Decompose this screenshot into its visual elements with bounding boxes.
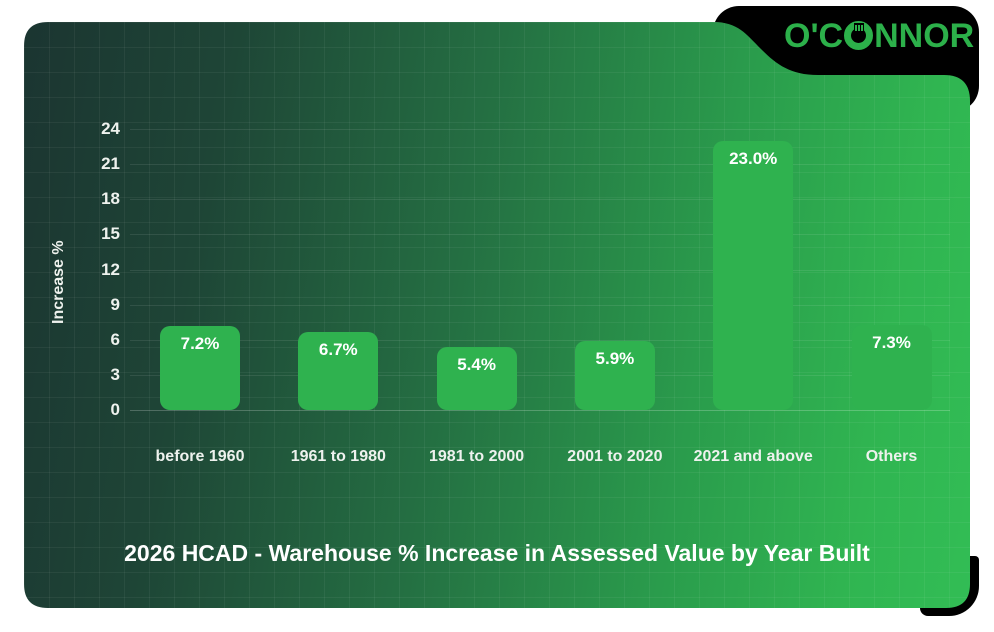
y-tick-label: 18 [101,189,120,209]
y-tick-label: 15 [101,224,120,244]
bar-3: 5.4% [437,347,517,410]
y-tick-label: 6 [110,329,120,349]
y-gridline [130,340,950,341]
bar-column: 7.3% [852,129,932,410]
y-gridline [130,305,950,306]
bar-value-label: 5.9% [595,348,635,368]
plot-area: 7.2% 6.7% 5.4% 5.9% 23.0% 7.3% [130,129,950,410]
bar-value-label: 23.0% [729,148,778,168]
bar-value-label: 7.3% [872,332,911,352]
bar-2: 6.7% [298,332,378,410]
y-gridline [130,234,950,235]
y-gridline [130,375,950,376]
x-tick-label: 2001 to 2020 [567,448,663,465]
bar-5: 23.0% [713,141,793,410]
bar-1: 7.2% [160,326,240,410]
bar-value-label: 5.4% [457,354,496,374]
x-tick-label: Others [865,448,918,465]
y-tick-label: 12 [101,259,120,279]
x-tick-label: 1961 to 1980 [290,448,386,465]
y-tick-label: 24 [101,119,120,138]
bar-4: 5.9% [575,341,655,410]
y-tick-label: 3 [110,364,120,384]
x-axis-labels: before 1960 1961 to 1980 1981 to 2000 2001 … [130,446,950,468]
y-gridline [130,129,950,130]
y-gridline [130,199,950,200]
x-tick-label: before 1960 [155,448,245,465]
chart-title: 2026 HCAD - Warehouse % Increase in Asse… [124,540,870,566]
bar-column: 5.9% [575,129,655,410]
bar-column: 23.0% [713,129,793,410]
chart-card: Increase % 7.2% 6.7% 5.4% 5.9% 23.0% 7.3% bef… [24,22,970,608]
y-tick-label: 21 [101,154,120,174]
x-tick-label: 2021 and above [693,448,813,465]
bar-6: 7.3% [852,325,932,411]
bar-value-label: 7.2% [180,333,220,353]
bar-column: 6.7% [298,129,378,410]
bar-column: 5.4% [437,129,517,410]
y-tick-label: 0 [110,400,120,419]
logo-o-hand-icon [844,21,874,50]
x-tick-label: 1981 to 2000 [429,448,525,465]
logo-text-right: NNOR [874,17,975,55]
oconnor-logo: O'C NNOR [784,18,974,54]
bar-column: 7.2% [160,129,240,410]
y-tick-label: 9 [110,294,120,314]
y-gridline [130,164,950,165]
logo-text-left: O'C [784,17,844,55]
y-gridline [130,270,950,271]
y-gridline [130,410,950,411]
bar-value-label: 6.7% [318,339,358,359]
